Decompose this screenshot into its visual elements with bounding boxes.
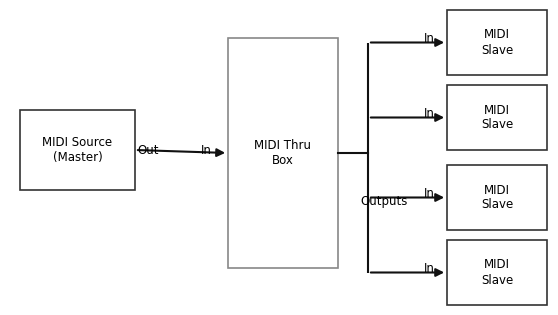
Text: MIDI Source
(Master): MIDI Source (Master) <box>42 136 113 164</box>
Text: MIDI Thru
Box: MIDI Thru Box <box>254 139 311 167</box>
Text: MIDI
Slave: MIDI Slave <box>481 28 513 56</box>
Text: In: In <box>424 107 435 120</box>
Bar <box>20 110 135 190</box>
Text: In: In <box>424 32 435 45</box>
Text: In: In <box>424 187 435 200</box>
Bar <box>447 10 547 75</box>
Bar <box>447 240 547 305</box>
Bar <box>447 85 547 150</box>
Text: In: In <box>200 144 211 157</box>
Bar <box>228 38 338 268</box>
Bar <box>447 165 547 230</box>
Text: MIDI
Slave: MIDI Slave <box>481 184 513 211</box>
Text: MIDI
Slave: MIDI Slave <box>481 259 513 287</box>
Text: Outputs: Outputs <box>360 195 407 208</box>
Text: In: In <box>424 262 435 275</box>
Text: Out: Out <box>137 144 158 157</box>
Text: MIDI
Slave: MIDI Slave <box>481 104 513 131</box>
